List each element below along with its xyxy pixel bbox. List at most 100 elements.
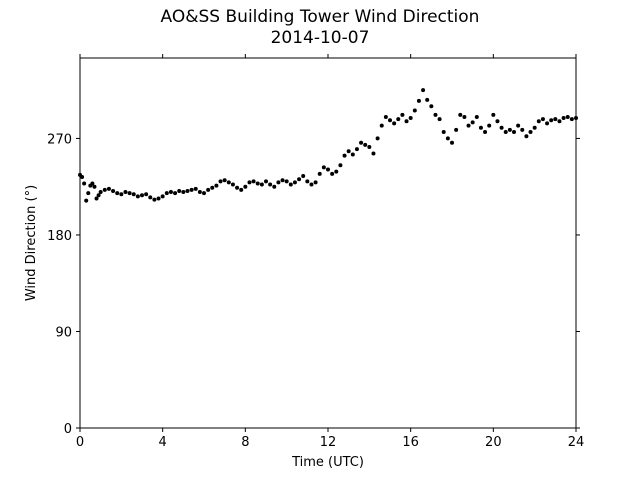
plot-frame [79,57,577,429]
data-point [367,145,372,150]
data-point [520,127,525,132]
data-point [181,190,186,195]
data-point [177,188,182,193]
data-point [131,192,136,197]
y-tick-label: 0 [64,422,72,437]
data-point [524,134,529,139]
data-point [94,196,99,201]
data-point [503,130,508,134]
x-tick-label: 8 [241,435,249,450]
data-point [342,153,347,158]
data-point [297,177,302,182]
data-point [330,171,335,176]
data-point [268,182,273,187]
data-point [441,130,446,134]
data-point [416,98,421,103]
data-point [168,190,173,195]
x-tick-label: 12 [320,435,337,450]
data-point [301,173,306,178]
data-point [115,191,120,196]
data-point [470,120,475,125]
data-point [164,191,169,196]
data-point [458,112,463,117]
data-point [495,119,500,124]
data-point [354,147,359,152]
data-point [437,117,442,122]
data-point [206,187,211,192]
data-point [119,192,124,197]
data-point [235,185,240,190]
x-tick-label: 16 [402,435,419,450]
data-point [404,119,409,124]
data-point [189,187,194,192]
data-point [421,88,426,93]
data-point [80,175,85,180]
data-point [528,130,533,134]
data-point [412,108,417,113]
data-point [264,179,268,184]
data-point [92,184,97,189]
data-point [408,116,413,121]
data-point [123,190,128,195]
data-point [173,191,178,196]
data-point [433,112,438,117]
data-point [135,194,140,199]
data-point [346,149,351,154]
data-point [259,182,264,187]
data-point [478,125,483,130]
data-point [569,117,574,122]
data-point [251,179,256,184]
data-point [371,151,376,156]
x-tick-label: 24 [568,435,585,450]
data-point [487,123,492,128]
data-point [276,180,281,185]
data-point [334,169,339,174]
data-point [561,116,566,121]
data-point [144,192,149,197]
data-point [210,185,215,190]
y-tick-label: 270 [47,132,72,147]
data-point [400,112,405,117]
data-point [454,127,459,132]
data-point [321,165,326,170]
data-point [197,190,202,195]
data-point [553,117,558,122]
data-point [160,194,165,199]
data-point [152,197,157,202]
data-point [466,123,471,128]
x-tick-label: 20 [485,435,502,450]
data-point [462,114,467,119]
data-point [512,130,516,134]
data-point [102,187,107,192]
data-point [280,178,285,183]
data-point [292,180,297,185]
data-point [90,181,95,186]
data-point [156,196,161,201]
data-point [193,186,198,191]
data-point [140,193,144,198]
y-axis: 0 90 180 270 [47,132,580,437]
data-points [78,88,578,203]
data-point [111,188,116,193]
data-point [98,190,103,195]
data-point [499,125,504,130]
data-point [350,152,355,157]
data-point [148,195,153,200]
data-point [239,187,244,192]
data-point [218,179,223,184]
data-point [202,191,206,196]
data-point [326,167,330,172]
data-point [82,181,87,186]
data-point [230,182,235,187]
data-point [540,117,545,122]
data-point [338,163,343,168]
data-point [450,140,454,145]
data-point [379,123,384,128]
data-point [429,104,434,109]
data-point [243,184,248,189]
chart-subtitle: 2014-10-07 [270,28,370,48]
data-point [272,184,277,189]
data-point [392,121,397,126]
data-point [549,118,554,123]
